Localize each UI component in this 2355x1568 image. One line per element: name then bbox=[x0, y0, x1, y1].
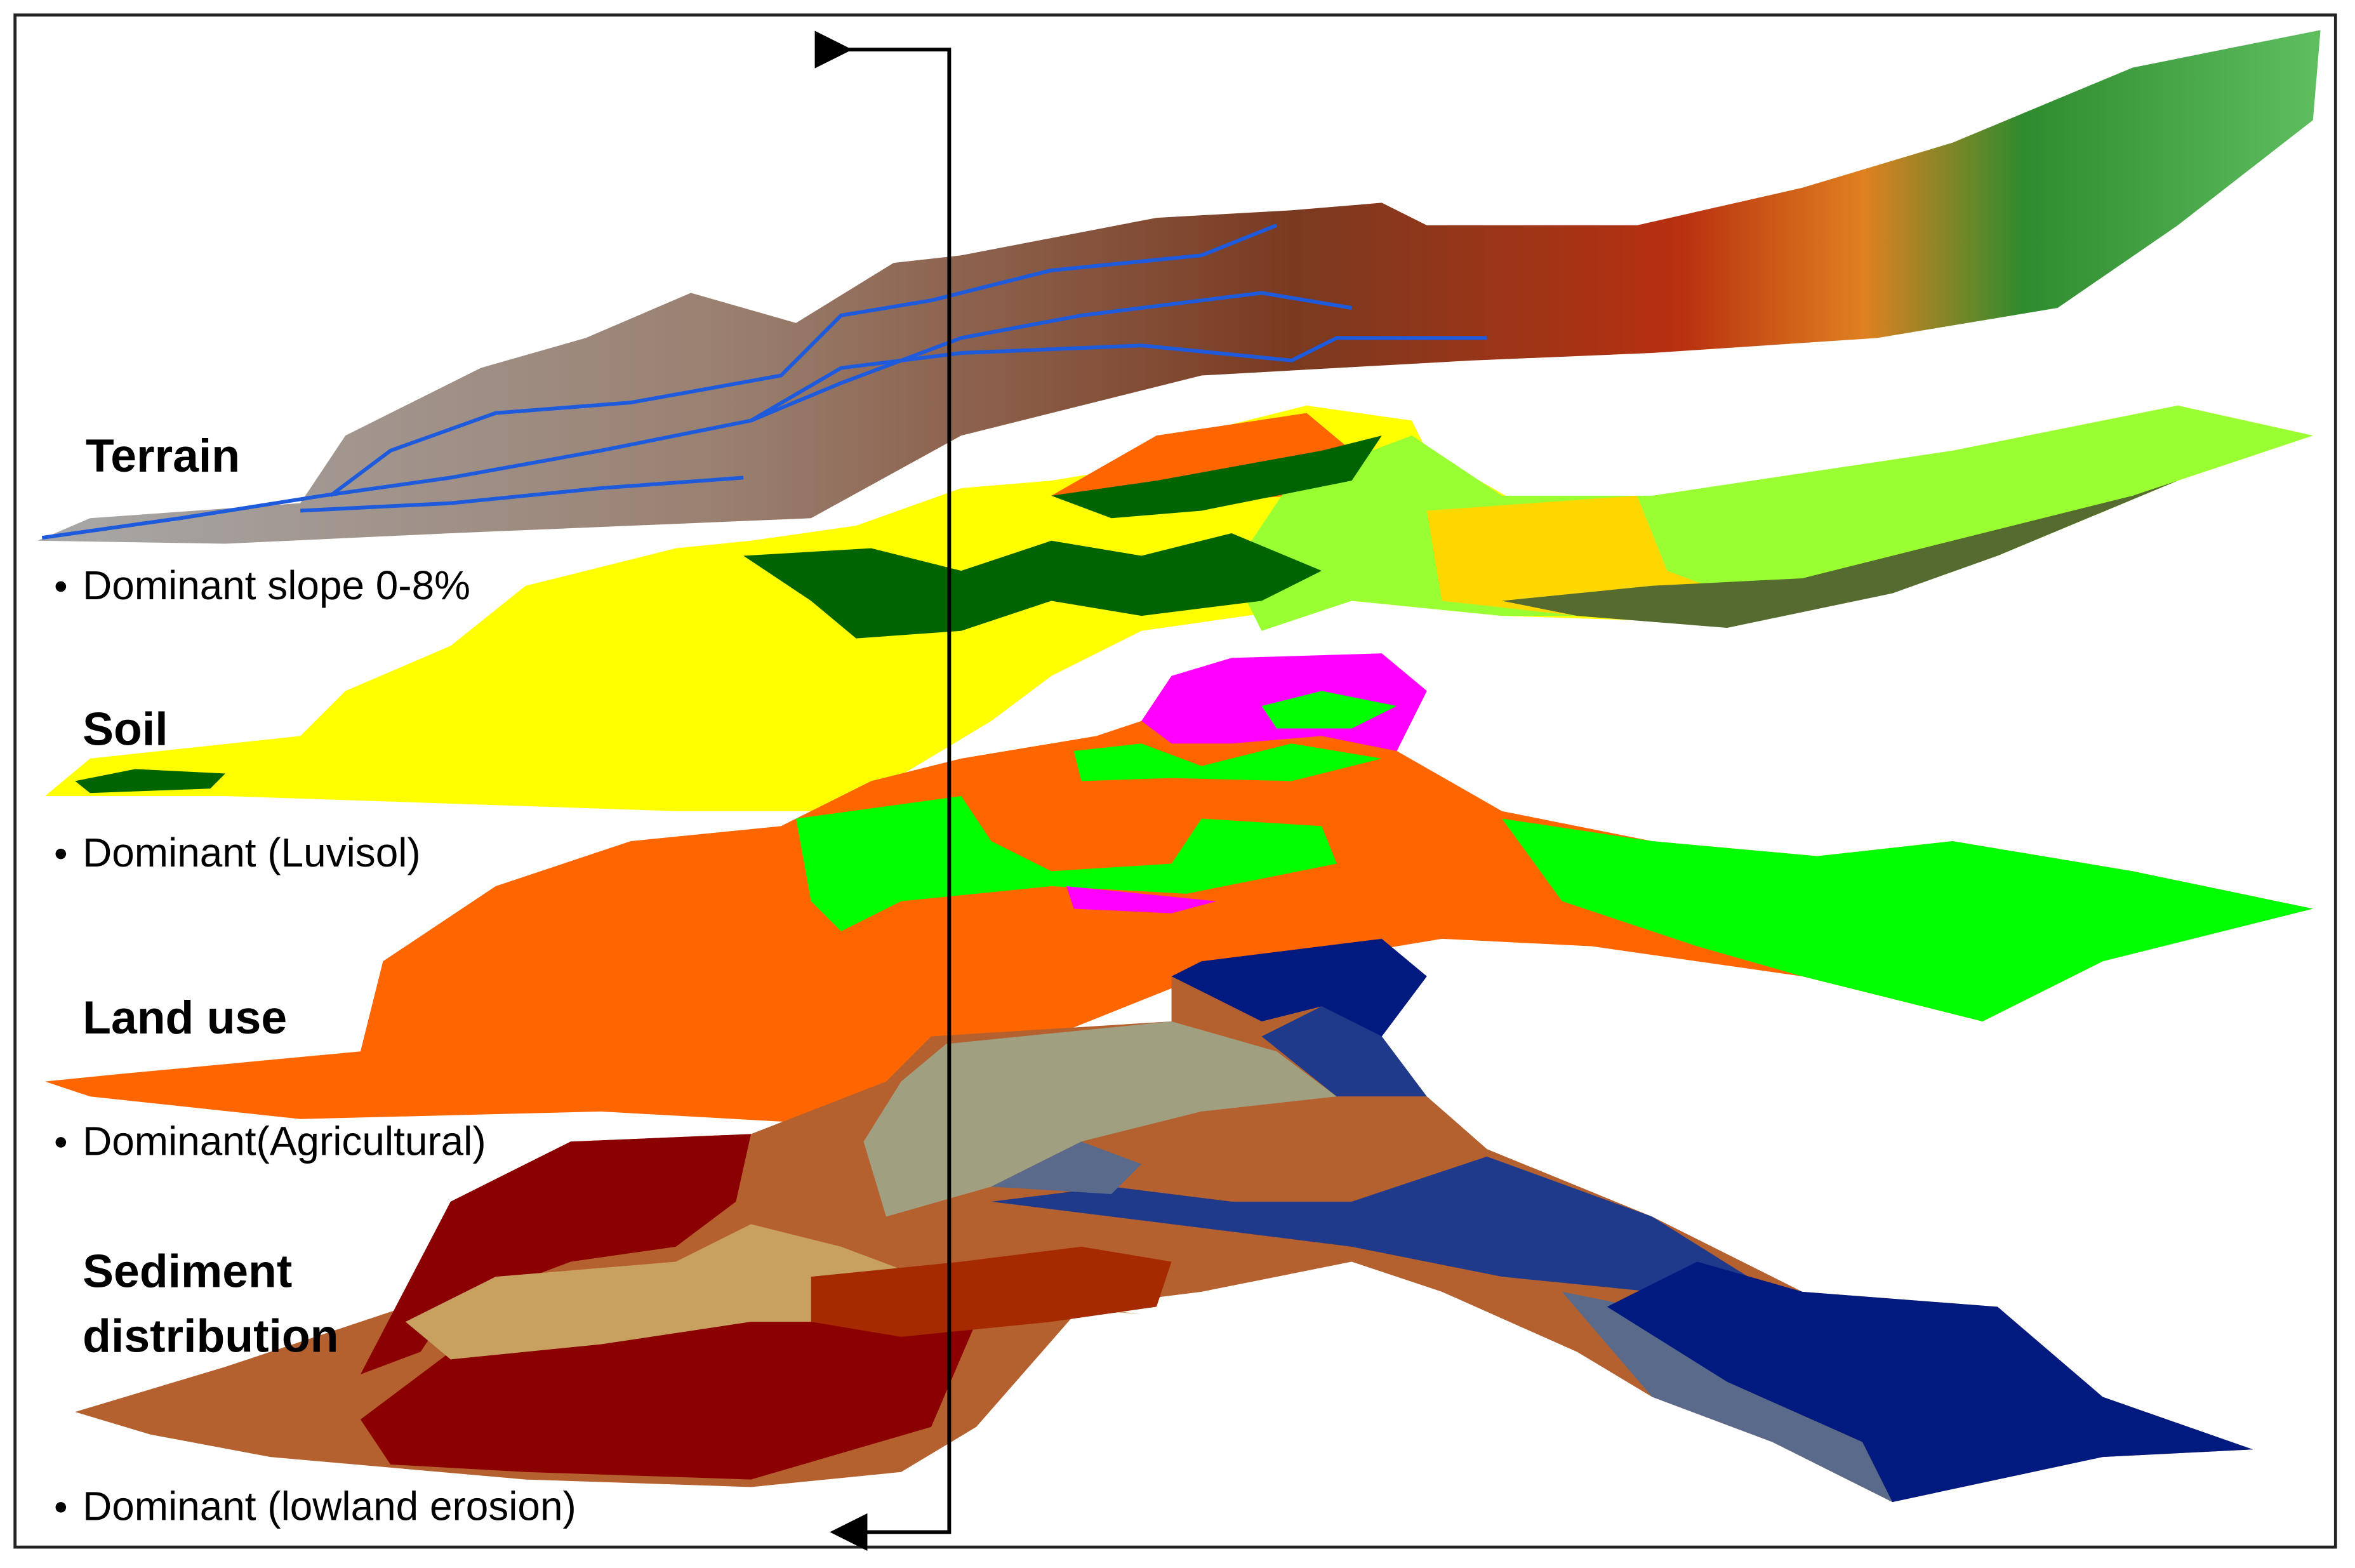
layer-title: Soil bbox=[83, 703, 168, 756]
terrain-layer bbox=[37, 30, 2321, 544]
layer-title: Sediment distribution bbox=[83, 1245, 339, 1363]
layer-note: Dominant (lowland erosion) bbox=[53, 1484, 576, 1529]
layer-title: Terrain bbox=[85, 429, 241, 482]
land-use-layer bbox=[44, 653, 2313, 1127]
soil-layer bbox=[44, 405, 2313, 811]
layer-note: Dominant (Luvisol) bbox=[53, 830, 421, 875]
layer-note: Dominant(Agricultural) bbox=[53, 1119, 486, 1164]
layer-note: Dominant slope 0-8% bbox=[53, 563, 470, 608]
layer-title: Land use bbox=[83, 991, 288, 1044]
range-arrow bbox=[814, 30, 952, 1551]
